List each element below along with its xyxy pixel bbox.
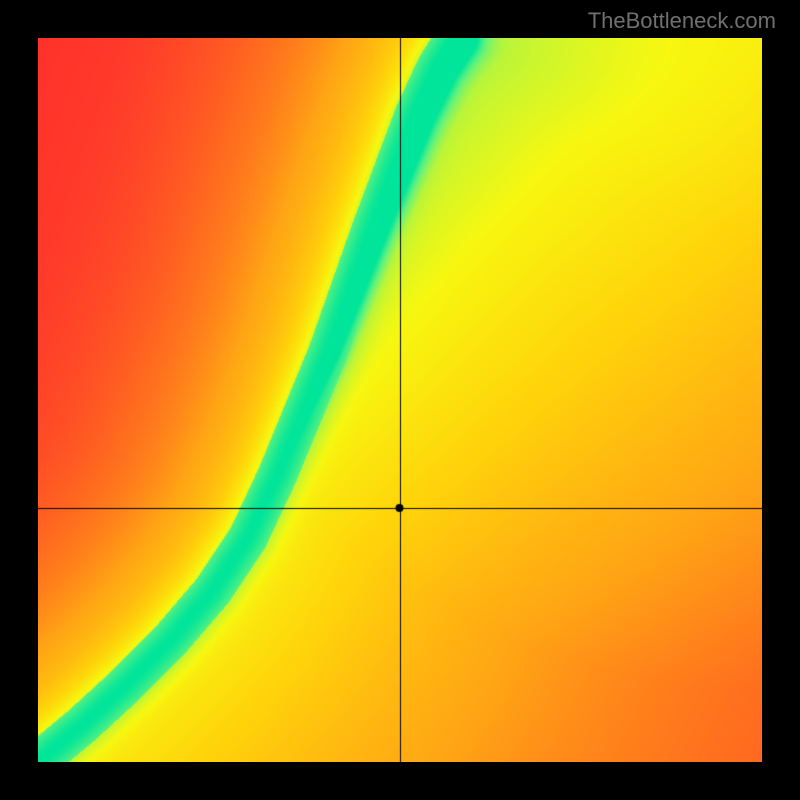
heatmap-canvas bbox=[38, 38, 762, 762]
watermark-text: TheBottleneck.com bbox=[588, 8, 776, 34]
chart-container: TheBottleneck.com bbox=[0, 0, 800, 800]
